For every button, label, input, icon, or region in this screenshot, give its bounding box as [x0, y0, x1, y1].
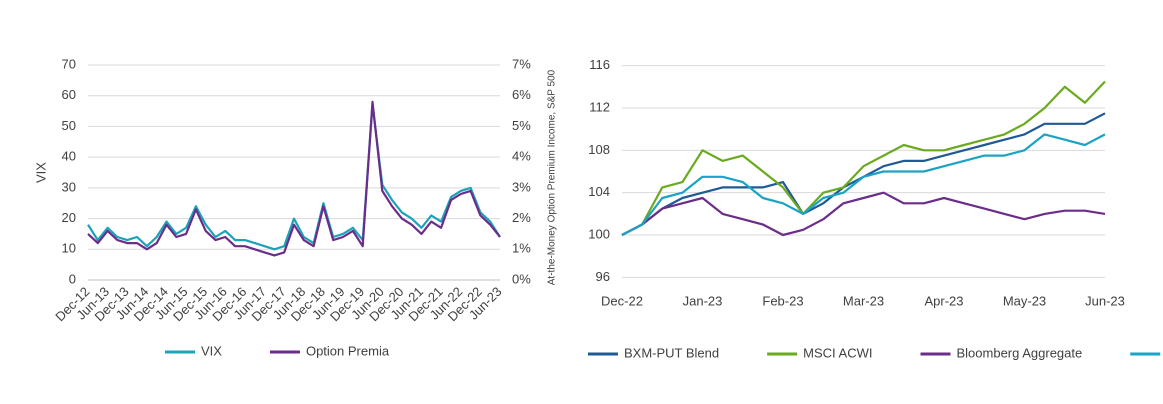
- series-line: [621, 133, 1106, 236]
- y-tick-label: 112: [589, 99, 610, 114]
- x-tick-label: Jan-23: [683, 293, 723, 308]
- series-line: [621, 80, 1106, 236]
- x-tick-label: Apr-23: [924, 293, 963, 308]
- series-line: [87, 103, 501, 251]
- x-tick-label: May-23: [1003, 293, 1046, 308]
- y2-tick-label: 4%: [512, 149, 531, 164]
- y2-tick-label: 1%: [512, 241, 531, 256]
- y-tick-label: 108: [588, 142, 610, 157]
- legend-label: BXM-PUT Blend: [624, 345, 719, 360]
- series-line: [621, 191, 1106, 237]
- y2-axis-title: At-the-Money Option Premium Income, S&P …: [547, 69, 558, 285]
- y-axis-title: VIX: [33, 162, 48, 183]
- y2-tick-label: 3%: [512, 179, 531, 194]
- y-tick-label: 100: [588, 226, 610, 241]
- y2-tick-label: 2%: [512, 210, 531, 225]
- y2-tick-label: 6%: [512, 87, 531, 102]
- y2-tick-label: 7%: [512, 56, 531, 71]
- x-tick-label: Mar-23: [843, 293, 884, 308]
- x-tick-label: Feb-23: [762, 293, 803, 308]
- y-tick-label: 10: [62, 241, 76, 256]
- y-tick-label: 30: [62, 179, 76, 194]
- y-tick-label: 20: [62, 210, 76, 225]
- legend-label: VIX: [201, 343, 222, 358]
- x-tick-label: Dec-22: [601, 293, 643, 308]
- y2-tick-label: 5%: [512, 118, 531, 133]
- y2-tick-label: 0%: [512, 271, 531, 286]
- y-tick-label: 60: [62, 87, 76, 102]
- y-tick-label: 40: [62, 149, 76, 164]
- y-tick-label: 70: [62, 56, 76, 71]
- y-tick-label: 116: [589, 57, 610, 72]
- y-tick-label: 96: [596, 269, 610, 284]
- legend-label: MSCI ACWI: [803, 345, 872, 360]
- x-tick-label: Jun-23: [1085, 293, 1125, 308]
- legend-label: Option Premia: [306, 343, 390, 358]
- series-line: [87, 100, 501, 257]
- y-tick-label: 50: [62, 118, 76, 133]
- y-tick-label: 104: [588, 184, 610, 199]
- legend-label: Bloomberg Aggregate: [956, 345, 1082, 360]
- y-tick-label: 0: [69, 271, 76, 286]
